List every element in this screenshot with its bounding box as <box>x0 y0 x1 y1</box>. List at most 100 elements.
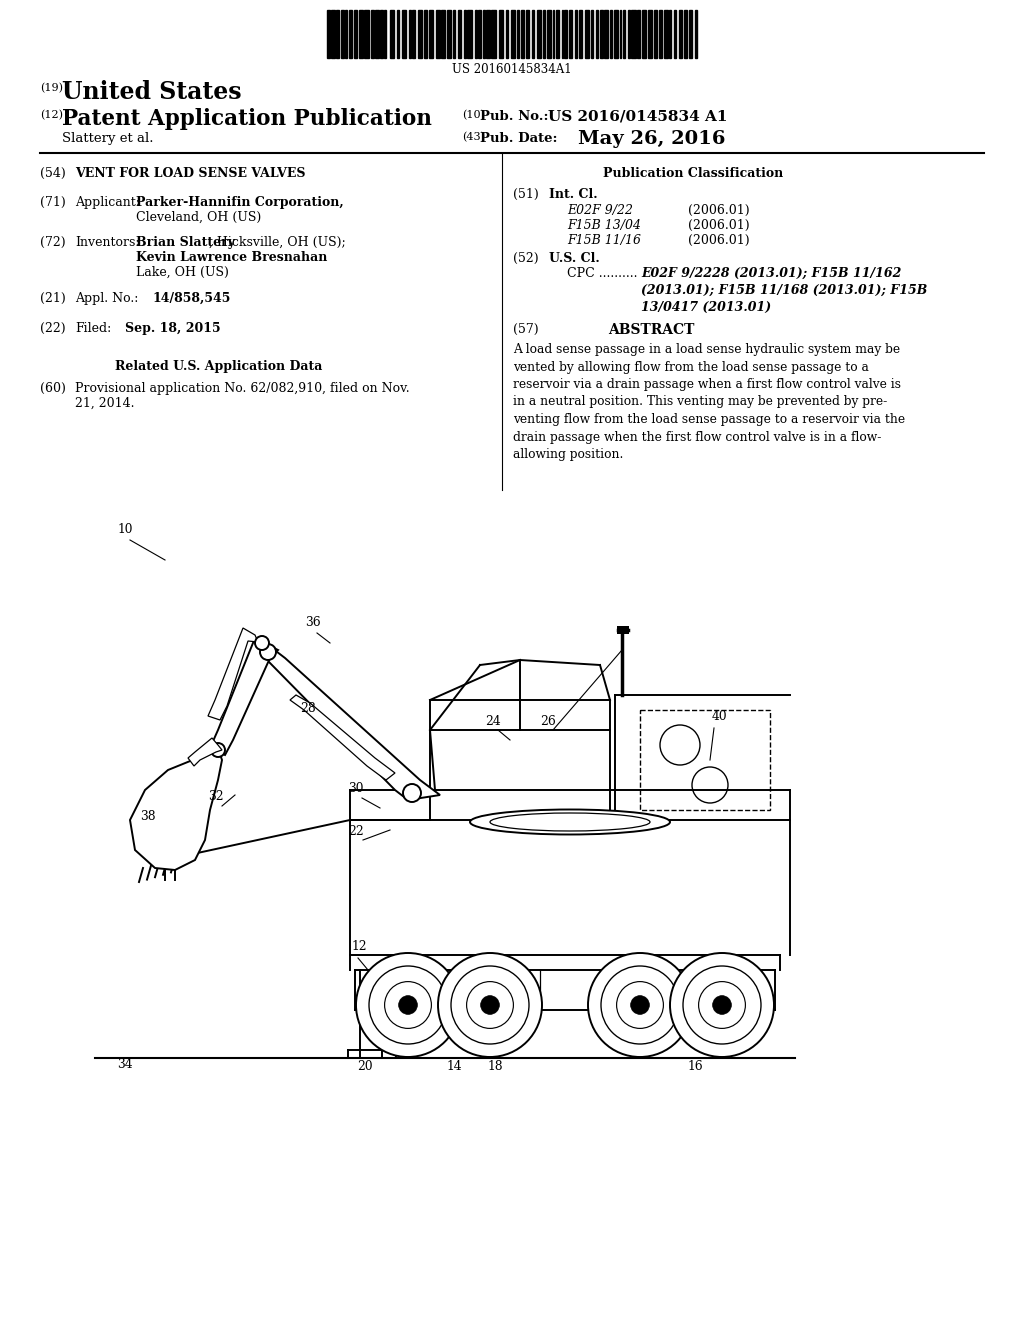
Ellipse shape <box>470 809 670 834</box>
Bar <box>349 11 352 58</box>
Text: 28: 28 <box>300 702 315 715</box>
Text: Parker-Hannifin Corporation,: Parker-Hannifin Corporation, <box>136 195 344 209</box>
Text: Related U.S. Application Data: Related U.S. Application Data <box>115 360 323 374</box>
Bar <box>628 11 630 58</box>
Bar <box>632 11 636 58</box>
Bar <box>424 11 427 58</box>
Text: (10): (10) <box>462 110 485 120</box>
Bar <box>492 11 496 58</box>
Text: F15B 11/16: F15B 11/16 <box>567 234 641 247</box>
Text: 40: 40 <box>712 710 728 723</box>
Text: 18: 18 <box>488 1060 504 1073</box>
Bar <box>620 11 622 58</box>
Circle shape <box>255 636 269 649</box>
Bar <box>665 11 668 58</box>
Bar <box>574 11 577 58</box>
Text: 32: 32 <box>208 789 223 803</box>
Bar <box>658 11 662 58</box>
Text: CPC ..........: CPC .......... <box>567 267 638 280</box>
Polygon shape <box>188 738 222 766</box>
Circle shape <box>356 953 460 1057</box>
Circle shape <box>211 743 225 756</box>
Bar <box>345 11 347 58</box>
Text: Applicant:: Applicant: <box>75 195 140 209</box>
Bar <box>453 11 455 58</box>
Text: (72): (72) <box>40 236 66 249</box>
Bar <box>413 11 415 58</box>
Bar <box>624 11 626 58</box>
Text: E02F 9/2228 (2013.01); F15B 11/162
(2013.01); F15B 11/168 (2013.01); F15B
13/041: E02F 9/2228 (2013.01); F15B 11/162 (2013… <box>641 267 928 314</box>
Text: Sep. 18, 2015: Sep. 18, 2015 <box>125 322 220 335</box>
Bar <box>547 11 551 58</box>
Polygon shape <box>255 645 440 800</box>
Text: (54): (54) <box>40 168 66 180</box>
Text: United States: United States <box>62 81 242 104</box>
Bar <box>327 11 330 58</box>
Circle shape <box>631 995 649 1014</box>
Text: 30: 30 <box>348 781 364 795</box>
Text: Int. Cl.: Int. Cl. <box>549 187 598 201</box>
Text: 21, 2014.: 21, 2014. <box>75 397 134 411</box>
Bar <box>380 11 383 58</box>
Text: (12): (12) <box>40 110 63 120</box>
Text: Cleveland, OH (US): Cleveland, OH (US) <box>136 211 261 224</box>
Bar <box>638 11 640 58</box>
Text: 36: 36 <box>305 616 321 630</box>
Text: E02F 9/22: E02F 9/22 <box>567 205 633 216</box>
Bar <box>597 11 598 58</box>
Text: Slattery et al.: Slattery et al. <box>62 132 154 145</box>
Text: (60): (60) <box>40 381 66 395</box>
Circle shape <box>670 953 774 1057</box>
Polygon shape <box>130 748 222 870</box>
Bar <box>521 11 523 58</box>
Bar <box>591 11 593 58</box>
Bar <box>486 11 489 58</box>
Text: Inventors:: Inventors: <box>75 236 139 249</box>
Text: Pub. No.:: Pub. No.: <box>480 110 549 123</box>
Bar <box>337 11 339 58</box>
Circle shape <box>588 953 692 1057</box>
Bar <box>353 11 357 58</box>
Text: 14: 14 <box>447 1060 463 1073</box>
Text: A load sense passage in a load sense hydraulic system may be
vented by allowing : A load sense passage in a load sense hyd… <box>513 343 905 461</box>
Text: 20: 20 <box>357 1060 373 1073</box>
Bar <box>419 11 422 58</box>
Text: 10: 10 <box>118 523 133 536</box>
Circle shape <box>480 995 500 1014</box>
Polygon shape <box>210 638 278 755</box>
Text: 22: 22 <box>348 825 364 838</box>
Bar <box>684 11 687 58</box>
Bar <box>640 710 770 810</box>
Text: (2006.01): (2006.01) <box>688 219 750 232</box>
Bar <box>464 11 466 58</box>
Bar <box>384 11 386 58</box>
Text: Brian Slattery: Brian Slattery <box>136 236 234 249</box>
Bar <box>553 11 554 58</box>
Bar <box>331 11 335 58</box>
Text: VENT FOR LOAD SENSE VALVES: VENT FOR LOAD SENSE VALVES <box>75 168 305 180</box>
Bar <box>435 11 439 58</box>
Text: U.S. Cl.: U.S. Cl. <box>549 252 600 265</box>
Bar <box>478 11 481 58</box>
Text: Lake, OH (US): Lake, OH (US) <box>136 267 229 279</box>
Text: (43): (43) <box>462 132 485 143</box>
Text: Pub. Date:: Pub. Date: <box>480 132 557 145</box>
Bar <box>365 11 369 58</box>
Circle shape <box>398 995 418 1014</box>
Text: Kevin Lawrence Bresnahan: Kevin Lawrence Bresnahan <box>136 251 328 264</box>
Bar <box>654 11 656 58</box>
Bar <box>429 11 432 58</box>
Text: , Hicksville, OH (US);: , Hicksville, OH (US); <box>209 236 346 249</box>
Text: (21): (21) <box>40 292 66 305</box>
Bar <box>506 11 508 58</box>
Bar <box>600 11 602 58</box>
Text: 24: 24 <box>485 715 501 729</box>
Bar <box>585 11 589 58</box>
Circle shape <box>438 953 542 1057</box>
Bar <box>556 11 559 58</box>
Text: US 20160145834A1: US 20160145834A1 <box>453 63 571 77</box>
Text: (2006.01): (2006.01) <box>688 234 750 247</box>
Text: (2006.01): (2006.01) <box>688 205 750 216</box>
Bar <box>375 11 379 58</box>
Text: (22): (22) <box>40 322 66 335</box>
